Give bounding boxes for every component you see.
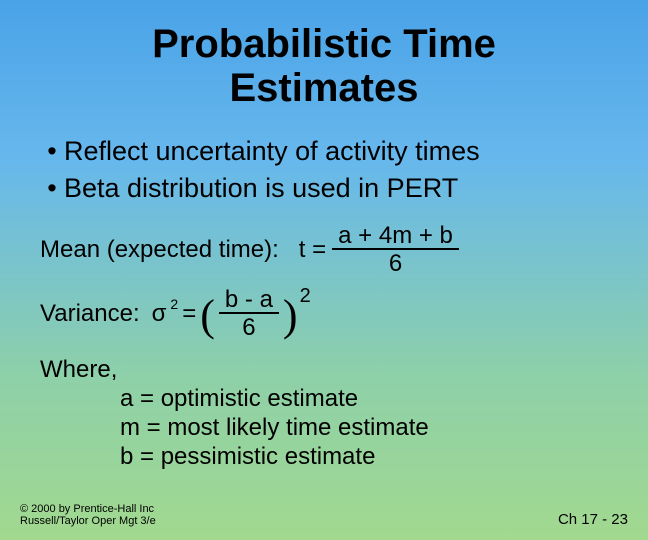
where-m: m = most likely time estimate xyxy=(120,414,608,443)
where-b: b = pessimistic estimate xyxy=(120,443,608,472)
where-label: Where, xyxy=(40,356,608,385)
mean-denominator: 6 xyxy=(389,250,402,276)
where-block: Where, a = optimistic estimate m = most … xyxy=(40,356,608,471)
variance-label: Variance: xyxy=(40,300,140,328)
formula-block: Mean (expected time): t = a + 4m + b 6 V… xyxy=(40,224,608,340)
sigma-exponent: 2 xyxy=(170,296,178,312)
right-paren: ) xyxy=(283,303,298,329)
footer-copyright: © 2000 by Prentice-Hall Inc Russell/Tayl… xyxy=(20,503,156,528)
bullet-text: Reflect uncertainty of activity times xyxy=(64,134,480,169)
mean-label: Mean (expected time): xyxy=(40,236,279,264)
variance-numerator: b - a xyxy=(219,288,279,314)
slide-title: Probabilistic Time Estimates xyxy=(0,0,648,110)
variance-fraction: b - a 6 xyxy=(219,288,279,340)
where-a: a = optimistic estimate xyxy=(120,385,608,414)
footer-copyright-line2: Russell/Taylor Oper Mgt 3/e xyxy=(20,515,156,528)
mean-numerator: a + 4m + b xyxy=(332,224,459,250)
bullet-item: • Beta distribution is used in PERT xyxy=(40,171,608,206)
mean-fraction: a + 4m + b 6 xyxy=(332,224,459,276)
bullet-dot-icon: • xyxy=(40,171,64,206)
mean-equation: t = a + 4m + b 6 xyxy=(299,224,459,276)
footer-page-number: Ch 17 - 23 xyxy=(558,511,628,528)
variance-formula: Variance: σ 2 = ( b - a 6 ) 2 xyxy=(40,288,608,340)
mean-formula: Mean (expected time): t = a + 4m + b 6 xyxy=(40,224,608,276)
sigma-symbol: σ xyxy=(152,300,167,328)
bullet-text: Beta distribution is used in PERT xyxy=(64,171,458,206)
equals-sign: = xyxy=(182,300,196,328)
footer-copyright-line1: © 2000 by Prentice-Hall Inc xyxy=(20,503,156,516)
title-line-1: Probabilistic Time xyxy=(0,22,648,66)
slide: Probabilistic Time Estimates • Reflect u… xyxy=(0,0,648,540)
bullet-dot-icon: • xyxy=(40,134,64,169)
footer: © 2000 by Prentice-Hall Inc Russell/Tayl… xyxy=(20,503,628,528)
t-equals: t = xyxy=(299,236,326,264)
left-paren: ( xyxy=(200,303,215,329)
variance-denominator: 6 xyxy=(242,314,255,340)
bullet-item: • Reflect uncertainty of activity times xyxy=(40,134,608,169)
title-line-2: Estimates xyxy=(0,66,648,110)
outer-exponent: 2 xyxy=(300,285,311,308)
bullet-list: • Reflect uncertainty of activity times … xyxy=(40,134,608,206)
